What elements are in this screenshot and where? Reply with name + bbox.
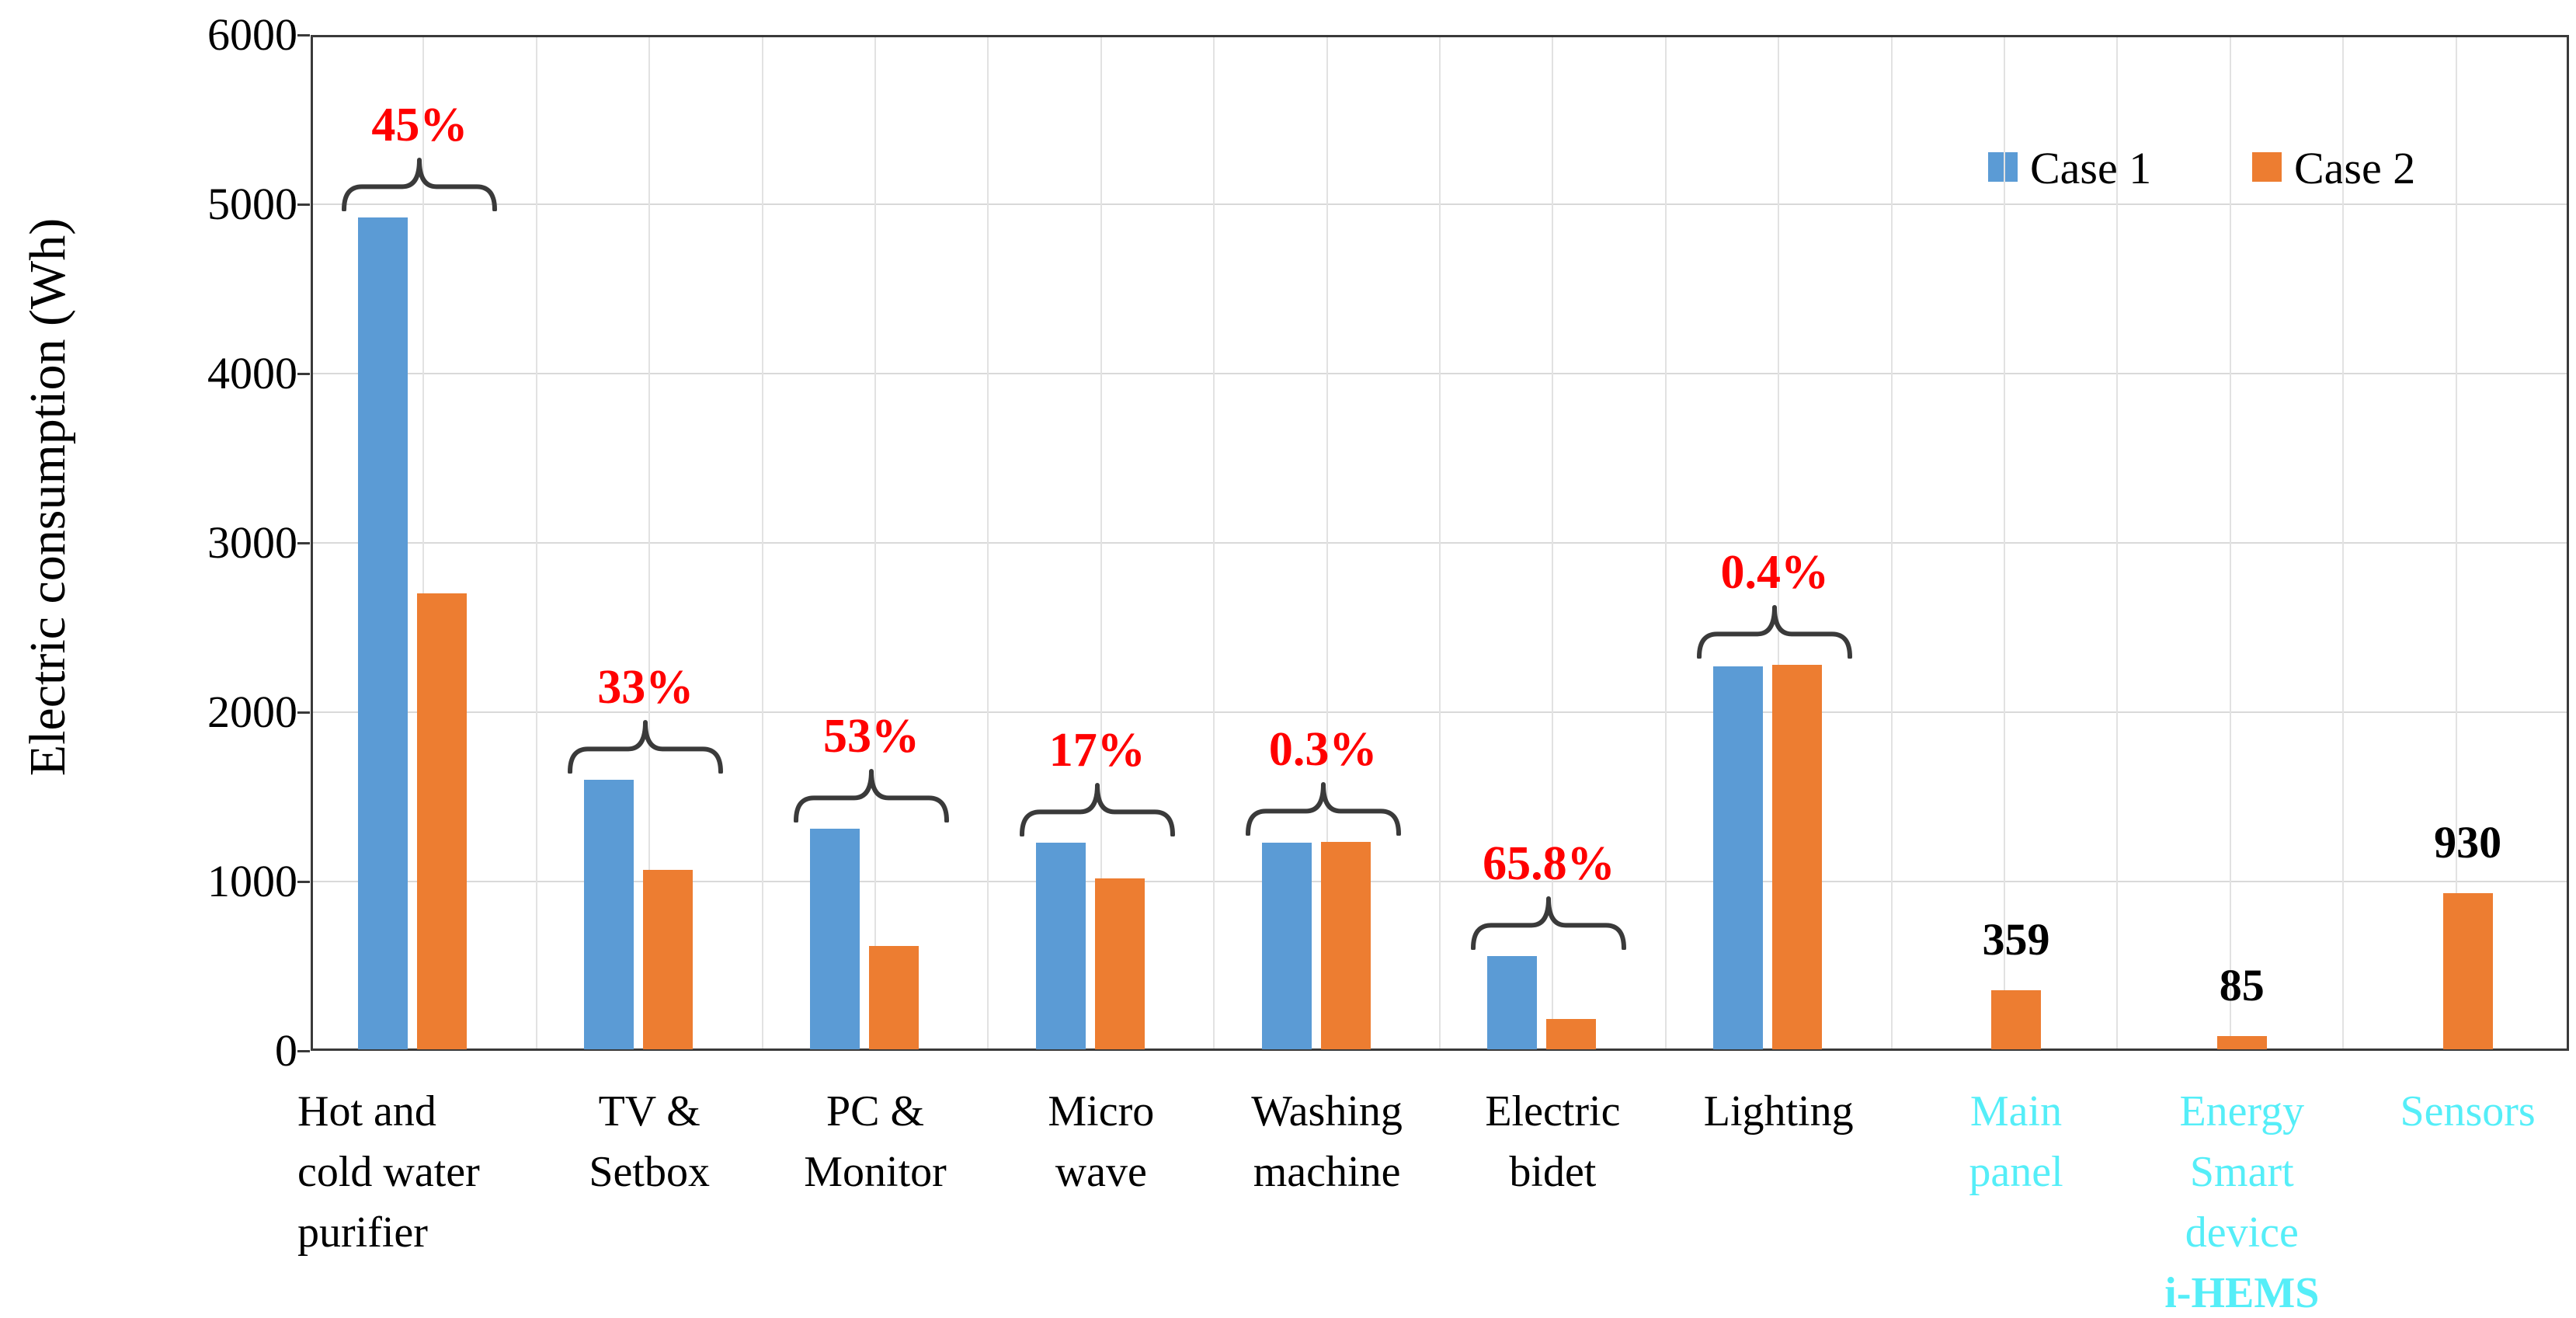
brace-icon	[1697, 603, 1853, 659]
percent-reduction-label: 45%	[371, 99, 468, 152]
vertical-gridline	[2455, 37, 2457, 1048]
bar-case2-cat4	[1320, 841, 1371, 1049]
vertical-gridline	[2116, 37, 2119, 1048]
bar-case1-cat1	[584, 780, 634, 1049]
bar-case1-cat5	[1487, 955, 1538, 1049]
y-tick-label: 1000	[207, 856, 297, 906]
brace-icon	[1471, 894, 1627, 951]
bar-value-label: 930	[2434, 817, 2502, 868]
y-tick-label: 2000	[207, 687, 297, 737]
bar-case2-cat5	[1546, 1018, 1597, 1049]
x-category-label: Lighting	[1703, 1087, 1854, 1135]
brace-icon	[1019, 781, 1175, 837]
x-category-label: Washing machine	[1251, 1087, 1403, 1196]
percent-reduction-label: 65.8%	[1483, 836, 1615, 890]
vertical-gridline	[2342, 37, 2345, 1048]
vertical-gridline	[535, 37, 537, 1048]
bar-case1-cat0	[358, 217, 408, 1049]
x-category-label: TV & Setbox	[589, 1087, 710, 1196]
bar-case2-cat0	[417, 593, 468, 1049]
vertical-gridline	[1213, 37, 1215, 1048]
bar-case1-cat2	[810, 829, 860, 1049]
vertical-gridline	[422, 37, 425, 1048]
x-category-label: Electric bidet	[1485, 1087, 1621, 1196]
x-category-label: PC & Monitor	[804, 1087, 947, 1196]
bar-value-label: 359	[1982, 913, 2050, 965]
percent-reduction-label: 17%	[1048, 723, 1145, 777]
y-tick-mark	[297, 34, 310, 37]
y-tick-label: 3000	[207, 517, 297, 568]
legend-swatch-case2	[2252, 152, 2282, 182]
y-tick-label: 0	[275, 1025, 297, 1076]
vertical-gridline	[1664, 37, 1667, 1048]
bar-case1-cat6	[1713, 666, 1764, 1049]
legend-label-case1: Case 1	[2030, 143, 2152, 193]
vertical-gridline	[648, 37, 651, 1048]
vertical-gridline	[987, 37, 989, 1048]
percent-reduction-label: 33%	[597, 661, 694, 715]
vertical-gridline	[874, 37, 876, 1048]
vertical-gridline	[1439, 37, 1441, 1048]
y-tick-mark	[297, 1050, 310, 1052]
y-tick-label: 4000	[207, 348, 297, 398]
brace-icon	[1245, 780, 1401, 836]
legend-swatch-case1	[1988, 152, 2018, 182]
bar-case2-cat8	[2216, 1036, 2267, 1049]
bar-case2-cat7	[1991, 989, 2041, 1049]
percent-reduction-label: 0.3%	[1268, 722, 1378, 776]
vertical-gridline	[2004, 37, 2005, 1048]
bar-case2-cat3	[1094, 878, 1145, 1049]
brace-icon	[568, 718, 724, 775]
x-category-label: Energy Smart device i-HEMS	[2164, 1087, 2320, 1317]
percent-reduction-label: 0.4%	[1720, 545, 1829, 599]
y-tick-label: 6000	[207, 9, 297, 60]
y-tick-mark	[297, 373, 310, 375]
bar-case1-cat3	[1035, 842, 1086, 1049]
x-category-label: Sensors	[2400, 1087, 2536, 1135]
y-tick-mark	[297, 881, 310, 883]
vertical-gridline	[761, 37, 763, 1048]
y-tick-label: 5000	[207, 179, 297, 229]
x-category-label: Hot and cold water purifier	[297, 1087, 480, 1257]
legend-label-case2: Case 2	[2294, 143, 2416, 193]
bar-case2-cat9	[2442, 893, 2493, 1049]
vertical-gridline	[1552, 37, 1554, 1048]
bar-case2-cat6	[1772, 664, 1823, 1049]
bar-case2-cat2	[869, 945, 919, 1049]
brace-icon	[342, 155, 498, 213]
brace-icon	[794, 767, 949, 824]
y-tick-mark	[297, 711, 310, 714]
y-tick-mark	[297, 542, 310, 544]
vertical-gridline	[1778, 37, 1780, 1048]
vertical-gridline	[2229, 37, 2231, 1048]
x-category-label: Micro wave	[1048, 1087, 1155, 1196]
y-tick-mark	[297, 203, 310, 206]
percent-reduction-label: 53%	[823, 710, 920, 763]
y-axis-title: Electric consumption (Wh)	[19, 217, 76, 777]
bar-case1-cat4	[1261, 842, 1312, 1049]
bar-value-label: 85	[2219, 960, 2265, 1011]
vertical-gridline	[1326, 37, 1328, 1048]
x-category-label: Main panel	[1969, 1087, 2063, 1196]
vertical-gridline	[1100, 37, 1102, 1048]
bar-case2-cat1	[643, 869, 694, 1049]
vertical-gridline	[1890, 37, 1893, 1048]
